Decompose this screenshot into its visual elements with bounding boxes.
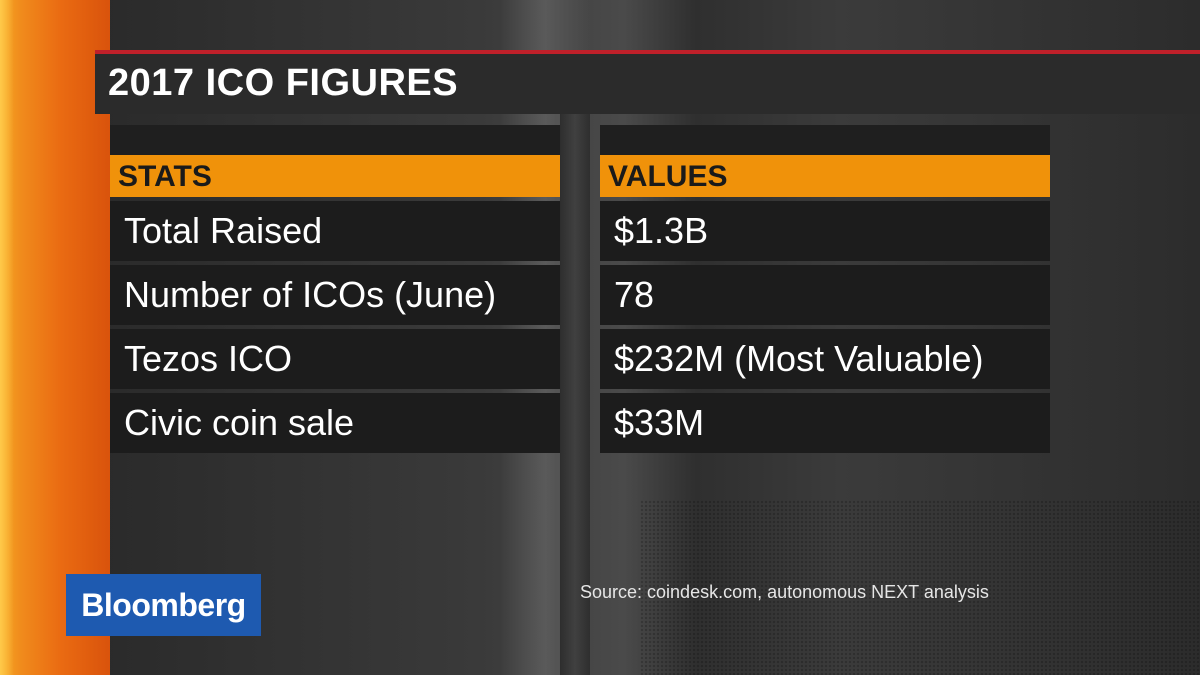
values-column: VALUES $1.3B 78 $232M (Most Valuable) $3… (600, 125, 1050, 457)
stat-label: Civic coin sale (110, 393, 560, 453)
graphic-title: 2017 ICO FIGURES (108, 62, 459, 104)
orange-side-bar (0, 0, 110, 675)
stat-value: $33M (600, 393, 1050, 453)
background-pillar (560, 110, 590, 675)
column-top-band (600, 125, 1050, 155)
source-caption: Source: coindesk.com, autonomous NEXT an… (580, 582, 989, 602)
stat-value: $1.3B (600, 201, 1050, 261)
stat-label: Number of ICOs (June) (110, 265, 560, 325)
column-top-band (110, 125, 560, 155)
stats-column: STATS Total Raised Number of ICOs (June)… (110, 125, 560, 457)
stat-label: Total Raised (110, 201, 560, 261)
bloomberg-logo: Bloomberg (66, 574, 261, 636)
stat-label: Tezos ICO (110, 329, 560, 389)
stat-value: $232M (Most Valuable) (600, 329, 1050, 389)
stats-header: STATS (110, 155, 560, 197)
values-header: VALUES (600, 155, 1050, 197)
background-dot-pattern (640, 500, 1200, 675)
stat-value: 78 (600, 265, 1050, 325)
title-band (95, 50, 1200, 114)
